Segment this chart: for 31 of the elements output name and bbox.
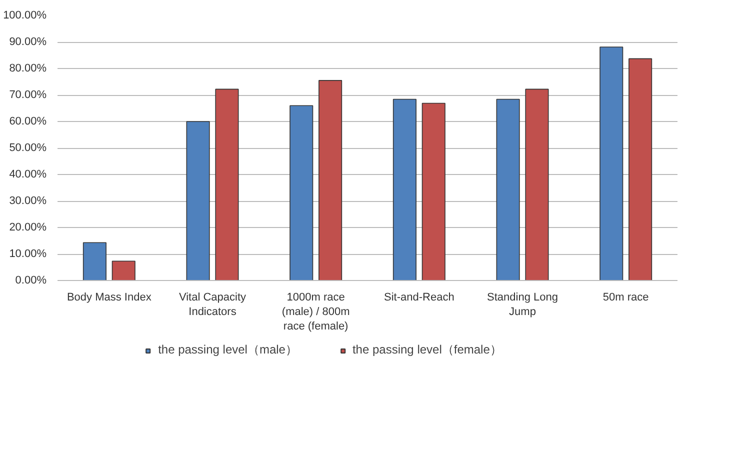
bar	[186, 121, 210, 280]
x-tick-label: 50m race	[602, 292, 649, 304]
bar	[112, 260, 136, 280]
x-tick-label: Vital Capacity Indicators	[178, 292, 247, 318]
y-tick-label: 0.00%	[15, 274, 47, 286]
y-tick-label: 60.00%	[9, 116, 47, 128]
x-tick-label: Sit-and-Reach	[384, 292, 454, 304]
bar	[392, 98, 416, 280]
y-tick-label: 20.00%	[9, 222, 47, 234]
y-tick-label: 10.00%	[9, 248, 47, 260]
bar	[525, 88, 549, 280]
legend-label: the passing level（male）	[158, 342, 298, 358]
y-tick-label: 70.00%	[9, 89, 47, 101]
y-tick-label: 30.00%	[9, 195, 47, 207]
x-tick-label: 1000m race (male) / 800m race (female)	[282, 292, 350, 332]
bar	[82, 242, 106, 280]
bar	[318, 80, 342, 280]
legend-label: the passing level（female）	[352, 342, 502, 358]
y-tick-label: 90.00%	[9, 36, 47, 48]
bar	[600, 46, 624, 280]
x-tick-label: Standing Long Jump	[487, 292, 558, 318]
y-tick-label: 40.00%	[9, 168, 47, 180]
y-tick-label: 100.00%	[3, 10, 47, 22]
bar	[215, 88, 239, 280]
bar	[422, 102, 446, 280]
y-tick-label: 80.00%	[9, 62, 47, 74]
bar	[628, 58, 652, 280]
bar	[290, 105, 314, 280]
x-tick-label: Body Mass Index	[66, 292, 152, 304]
y-tick-label: 50.00%	[9, 142, 47, 154]
bar	[496, 98, 520, 280]
